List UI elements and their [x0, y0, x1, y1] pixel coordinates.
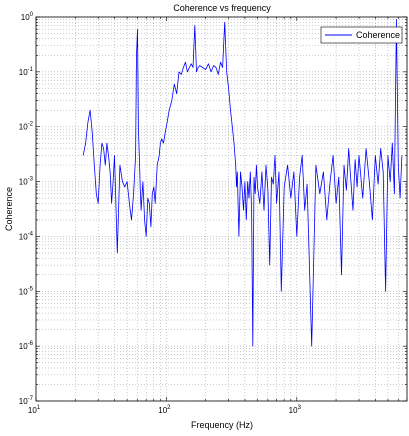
- x-axis-title: Frequency (Hz): [191, 420, 253, 430]
- chart-title: Coherence vs frequency: [173, 3, 271, 13]
- x-tick-label: 101: [28, 405, 41, 415]
- y-tick-label: 100: [21, 12, 34, 22]
- series-layer: [82, 19, 403, 347]
- y-tick-label: 10-3: [19, 177, 34, 187]
- plot-area: [36, 17, 407, 401]
- tick-marks: [35, 16, 408, 402]
- y-axis-title: Coherence: [4, 187, 14, 231]
- y-tick-label: 10-5: [19, 286, 34, 296]
- y-tick-label: 10-4: [19, 231, 34, 241]
- tick-labels: 101 102 103 100 10-1 10-2 10-3 10-4 10-5 10-6 10-7: [19, 12, 302, 415]
- y-tick-label: 10-6: [19, 341, 34, 351]
- x-tick-label: 102: [158, 405, 171, 415]
- y-tick-label: 10-7: [19, 396, 34, 406]
- legend: Coherence: [320, 26, 403, 44]
- plot-frame: [35, 16, 408, 402]
- x-tick-label: 103: [289, 405, 302, 415]
- y-tick-label: 10-1: [19, 67, 34, 77]
- legend-label: Coherence: [356, 30, 400, 40]
- legend-box: [320, 26, 403, 44]
- coherence-series-line: [82, 19, 403, 347]
- y-tick-label: 10-2: [19, 122, 34, 132]
